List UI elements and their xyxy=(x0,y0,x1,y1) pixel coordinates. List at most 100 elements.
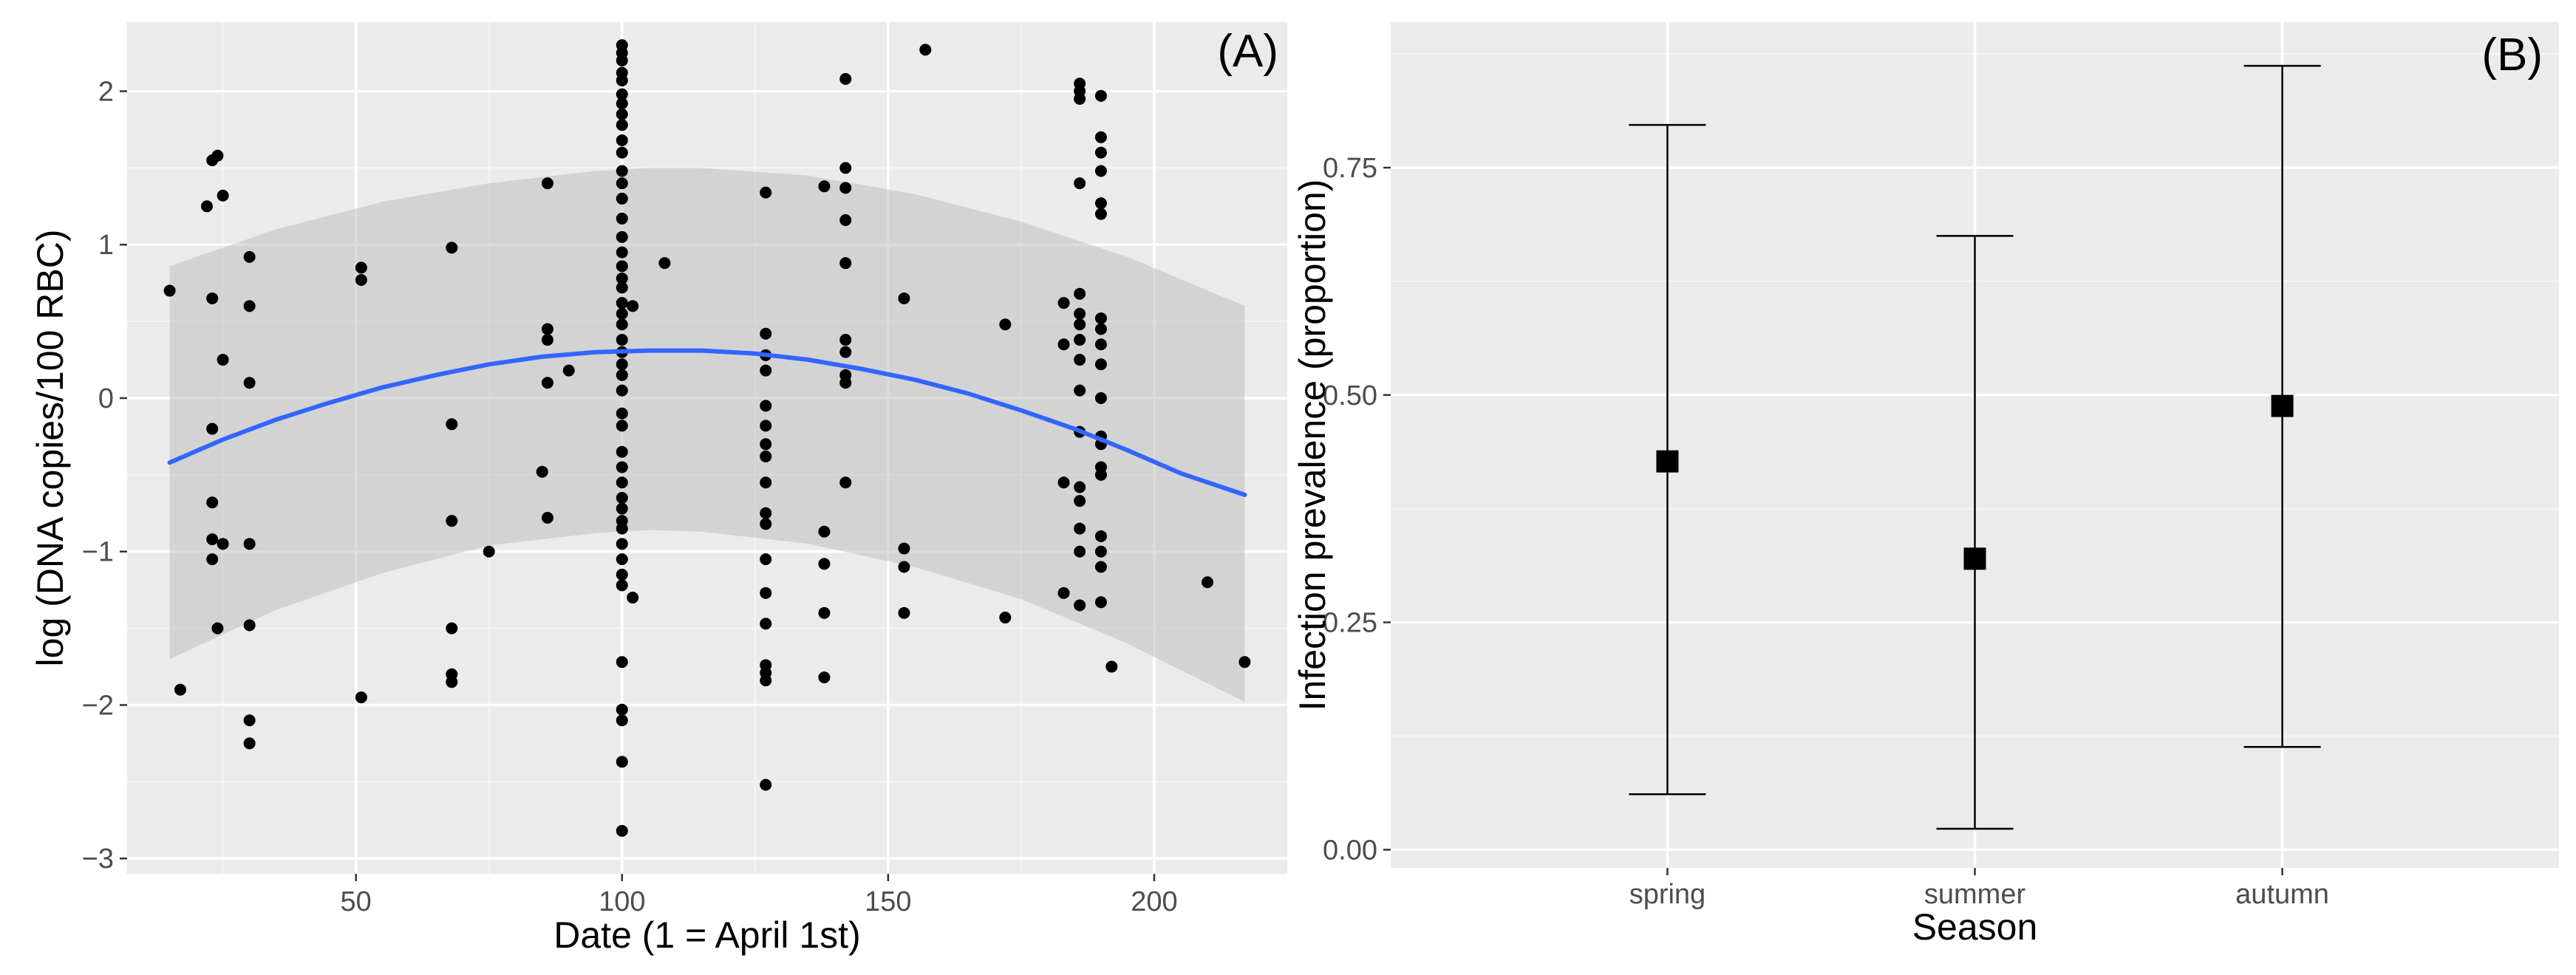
x-tick-label: autumn xyxy=(2235,879,2329,910)
data-point xyxy=(355,691,367,704)
panel-a-x-axis-title: Date (1 = April 1st) xyxy=(553,914,860,956)
data-point xyxy=(1094,89,1107,102)
data-point xyxy=(174,683,187,696)
y-tick-label: 2 xyxy=(98,76,114,107)
data-point xyxy=(243,377,256,389)
data-point xyxy=(616,553,628,566)
data-point xyxy=(616,146,628,159)
data-point xyxy=(616,420,628,432)
data-point xyxy=(541,177,553,190)
y-tick-label: 0.00 xyxy=(1323,835,1377,866)
data-point xyxy=(206,422,219,435)
data-point xyxy=(760,364,772,377)
data-point xyxy=(616,522,628,535)
data-point xyxy=(616,656,628,668)
data-point xyxy=(818,671,831,684)
data-point xyxy=(818,558,831,570)
data-point xyxy=(898,606,910,619)
data-point xyxy=(1074,354,1086,366)
data-point xyxy=(1074,318,1086,331)
data-point xyxy=(1094,358,1107,371)
data-point xyxy=(898,542,910,555)
data-point xyxy=(1238,656,1251,668)
data-point xyxy=(536,465,548,478)
data-point xyxy=(1094,338,1107,351)
data-point xyxy=(1074,287,1086,300)
data-point xyxy=(243,714,256,727)
data-point xyxy=(1094,468,1107,481)
data-point xyxy=(1094,146,1107,159)
data-point xyxy=(760,186,772,199)
data-point xyxy=(760,507,772,519)
data-point xyxy=(217,538,229,550)
panel-a-label: (A) xyxy=(1217,26,1278,77)
data-point xyxy=(616,165,628,177)
data-point xyxy=(206,533,219,546)
y-tick-label: 0 xyxy=(98,383,114,414)
data-point xyxy=(1094,197,1107,210)
data-point xyxy=(616,568,628,581)
data-point xyxy=(616,192,628,205)
data-point xyxy=(616,272,628,284)
panel-a-tick-labels: 50 100 150 200 −3 −2 −1 0 1 2 xyxy=(82,76,1178,917)
data-point xyxy=(211,622,224,634)
data-point xyxy=(243,300,256,312)
data-point xyxy=(616,260,628,273)
y-tick-label: −1 xyxy=(82,537,114,568)
data-point xyxy=(1074,334,1086,346)
data-point xyxy=(206,553,219,566)
estimate-points xyxy=(1656,394,2294,570)
data-point xyxy=(760,476,772,489)
data-point xyxy=(1094,530,1107,542)
data-point xyxy=(658,257,671,270)
panel-b-label: (B) xyxy=(2481,30,2543,81)
x-tick-label: summer xyxy=(1924,879,2026,910)
data-point xyxy=(541,377,553,389)
y-tick-label: −2 xyxy=(82,690,114,721)
data-point xyxy=(1201,576,1213,589)
data-point xyxy=(1094,323,1107,335)
data-point xyxy=(616,334,628,346)
data-point xyxy=(1057,476,1070,489)
data-point xyxy=(1094,165,1107,177)
data-point xyxy=(1074,384,1086,397)
data-point xyxy=(627,300,639,312)
x-tick-label: 50 xyxy=(341,886,372,917)
data-point xyxy=(760,400,772,412)
panel-a: 50 100 150 200 −3 −2 −1 0 1 2 (A) Date (1 = April… xyxy=(30,22,1287,956)
data-point xyxy=(446,515,458,527)
data-point xyxy=(616,74,628,86)
data-point xyxy=(1094,312,1107,324)
data-point xyxy=(616,538,628,550)
data-points xyxy=(163,39,1251,837)
data-point xyxy=(541,334,553,346)
data-point xyxy=(839,257,852,270)
data-point xyxy=(163,284,176,297)
data-point xyxy=(616,492,628,504)
data-point xyxy=(898,292,910,304)
data-point xyxy=(616,98,628,110)
data-point xyxy=(1074,522,1086,535)
data-point xyxy=(627,592,639,604)
data-point xyxy=(211,149,224,162)
data-point xyxy=(541,323,553,335)
data-point xyxy=(562,364,575,377)
data-point xyxy=(999,612,1012,624)
data-point xyxy=(818,180,831,193)
y-tick-label: −3 xyxy=(82,844,114,875)
data-point xyxy=(616,134,628,146)
data-point xyxy=(243,737,256,750)
y-tick-label: 0.50 xyxy=(1323,380,1377,411)
panel-b-x-axis-title: Season xyxy=(1912,906,2038,948)
data-point xyxy=(616,756,628,768)
data-point xyxy=(1074,495,1086,507)
data-point xyxy=(760,518,772,530)
data-point xyxy=(355,274,367,287)
data-point xyxy=(243,619,256,632)
data-point xyxy=(839,213,852,226)
data-point xyxy=(616,824,628,837)
data-point xyxy=(839,182,852,194)
data-point xyxy=(1074,545,1086,558)
data-point xyxy=(616,714,628,727)
